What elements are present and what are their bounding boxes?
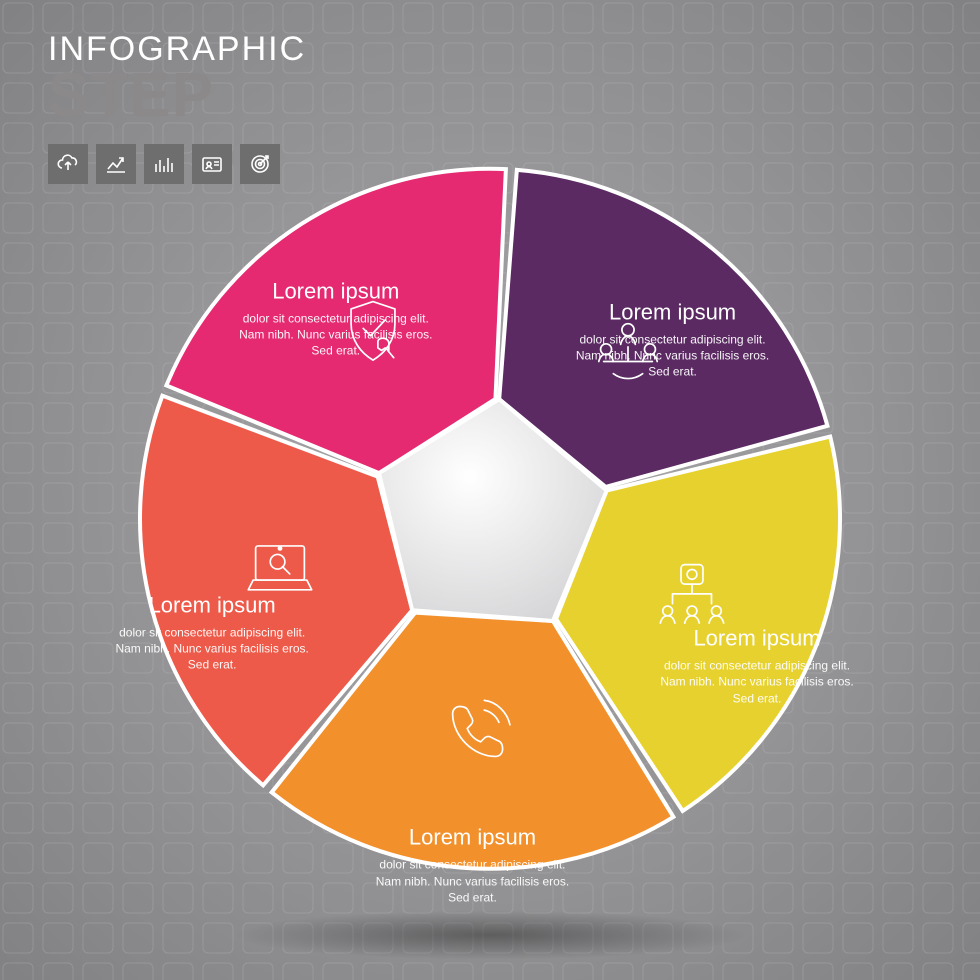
slice-label-yellow: Lorem ipsum dolor sit consectetur adipisc… [657,626,857,707]
header: INFOGRAPHIC STEP [48,30,306,184]
slice-title: Lorem ipsum [657,626,857,652]
phone-call-icon [438,694,516,777]
header-icon-row [48,144,306,184]
slice-desc: dolor sit consectetur adipiscing elit. N… [372,857,572,906]
slice-title: Lorem ipsum [372,825,572,851]
cloud-upload-icon [48,144,88,184]
slice-title: Lorem ipsum [573,299,773,325]
slice-desc: dolor sit consectetur adipiscing elit. N… [573,331,773,380]
slice-label-orange: Lorem ipsum dolor sit consectetur adipisc… [372,825,572,906]
id-card-icon [192,144,232,184]
bar-chart-icon [144,144,184,184]
slice-desc: dolor sit consectetur adipiscing elit. N… [236,310,436,359]
target-icon [240,144,280,184]
step-chart: Lorem ipsum dolor sit consectetur adipisc… [130,159,850,879]
slice-title: Lorem ipsum [236,278,436,304]
slice-label-magenta: Lorem ipsum dolor sit consectetur adipisc… [236,278,436,359]
growth-chart-icon [96,144,136,184]
slice-desc: dolor sit consectetur adipiscing elit. N… [112,624,312,673]
slice-label-purple: Lorem ipsum dolor sit consectetur adipisc… [573,299,773,380]
chart-shadow [230,910,750,960]
slice-title: Lorem ipsum [112,592,312,618]
slice-desc: dolor sit consectetur adipiscing elit. N… [657,658,857,707]
slice-label-red: Lorem ipsum dolor sit consectetur adipisc… [112,592,312,673]
header-line2: STEP [48,67,306,126]
